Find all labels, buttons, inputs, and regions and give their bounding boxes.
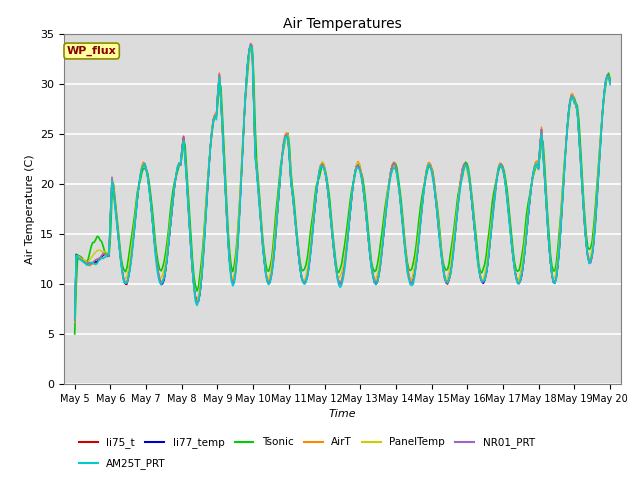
AirT	[259, 239, 266, 245]
Tsonic	[250, 72, 257, 78]
PanelTemp	[250, 96, 257, 102]
Tsonic	[307, 230, 314, 236]
li75_t	[230, 276, 238, 281]
Line: AirT: AirT	[75, 43, 610, 320]
Y-axis label: Air Temperature (C): Air Temperature (C)	[24, 154, 35, 264]
Line: AM25T_PRT: AM25T_PRT	[75, 46, 610, 318]
Title: Air Temperatures: Air Temperatures	[283, 17, 402, 31]
Tsonic	[230, 262, 238, 268]
Line: li77_temp: li77_temp	[75, 46, 610, 318]
Line: NR01_PRT: NR01_PRT	[75, 44, 610, 321]
li77_temp	[230, 277, 238, 283]
X-axis label: Time: Time	[328, 409, 356, 419]
AM25T_PRT	[259, 242, 266, 248]
AirT	[307, 250, 314, 255]
AirT	[71, 317, 79, 323]
PanelTemp	[136, 173, 144, 179]
li75_t	[606, 80, 614, 85]
AirT	[230, 276, 238, 282]
AirT	[247, 40, 255, 46]
Line: li75_t: li75_t	[75, 44, 610, 319]
AirT	[578, 177, 586, 182]
li75_t	[136, 174, 144, 180]
li77_temp	[307, 252, 314, 258]
Legend: AM25T_PRT: AM25T_PRT	[75, 454, 170, 473]
AM25T_PRT	[250, 97, 257, 103]
li75_t	[71, 316, 79, 322]
li77_temp	[250, 96, 257, 102]
NR01_PRT	[247, 41, 255, 47]
AirT	[250, 95, 257, 100]
PanelTemp	[259, 240, 266, 246]
li77_temp	[259, 242, 266, 248]
li77_temp	[136, 173, 144, 179]
li75_t	[307, 250, 314, 255]
AM25T_PRT	[247, 43, 255, 49]
NR01_PRT	[250, 97, 257, 103]
Tsonic	[606, 76, 614, 82]
AM25T_PRT	[606, 82, 614, 87]
Line: Tsonic: Tsonic	[75, 46, 610, 334]
PanelTemp	[578, 177, 586, 183]
NR01_PRT	[606, 80, 614, 86]
NR01_PRT	[259, 241, 266, 247]
NR01_PRT	[307, 251, 314, 256]
PanelTemp	[230, 271, 238, 276]
NR01_PRT	[578, 177, 586, 182]
Tsonic	[578, 165, 586, 171]
li77_temp	[247, 43, 255, 48]
NR01_PRT	[136, 173, 144, 179]
AM25T_PRT	[71, 315, 79, 321]
AM25T_PRT	[307, 253, 314, 259]
PanelTemp	[307, 242, 314, 248]
Tsonic	[136, 178, 144, 183]
AirT	[136, 171, 144, 177]
li75_t	[259, 240, 266, 246]
Line: PanelTemp: PanelTemp	[75, 47, 610, 322]
li75_t	[247, 41, 255, 47]
Tsonic	[259, 234, 266, 240]
li77_temp	[578, 178, 586, 184]
NR01_PRT	[230, 277, 238, 283]
li77_temp	[71, 315, 79, 321]
Tsonic	[247, 43, 255, 48]
Tsonic	[71, 331, 79, 337]
AirT	[606, 80, 614, 85]
Text: WP_flux: WP_flux	[67, 46, 116, 56]
PanelTemp	[247, 44, 255, 49]
PanelTemp	[606, 80, 614, 85]
li75_t	[250, 96, 257, 102]
AM25T_PRT	[578, 179, 586, 184]
li75_t	[578, 178, 586, 183]
li77_temp	[606, 79, 614, 84]
AM25T_PRT	[136, 173, 144, 179]
NR01_PRT	[71, 318, 79, 324]
PanelTemp	[71, 319, 79, 325]
AM25T_PRT	[230, 280, 238, 286]
